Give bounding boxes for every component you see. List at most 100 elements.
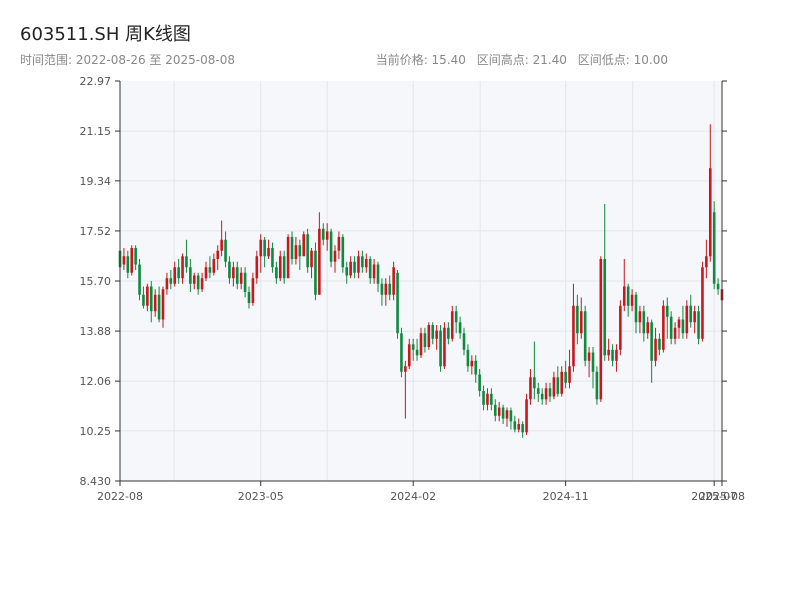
candle-body (677, 319, 681, 328)
candle (251, 272, 255, 306)
candle-body (658, 338, 661, 350)
candle (302, 231, 306, 257)
candle (400, 327, 403, 378)
candle (615, 344, 618, 372)
y-tick-label: 10.25 (80, 425, 112, 438)
candle (200, 272, 204, 293)
candle (392, 261, 395, 301)
candle-body (204, 267, 208, 279)
candle (501, 404, 505, 425)
candle (701, 261, 704, 342)
candle (310, 247, 313, 279)
candle-body (212, 258, 216, 273)
candle (450, 305, 454, 342)
candle (497, 402, 501, 422)
candle (407, 338, 411, 370)
candle (267, 239, 270, 259)
candle (239, 267, 243, 290)
current-price-label: 当前价格: 15.40 (375, 53, 466, 67)
candle-body (642, 311, 646, 334)
candle (212, 253, 216, 276)
candle (560, 366, 564, 397)
candle (677, 316, 681, 339)
candle (368, 256, 372, 284)
candle (482, 385, 485, 411)
candle-body (165, 278, 169, 290)
candle-body (708, 168, 712, 257)
candle-body (329, 231, 333, 262)
candle (204, 261, 208, 281)
candle (232, 261, 235, 287)
candle-body (466, 349, 470, 367)
candle-body (251, 278, 255, 304)
candle (536, 382, 540, 403)
candle-body (216, 250, 220, 259)
candle (658, 333, 661, 356)
candle (529, 369, 532, 405)
candle-body (149, 286, 153, 312)
candle (376, 261, 380, 293)
y-tick-label: 12.06 (80, 375, 112, 388)
candle-body (259, 239, 263, 257)
candle (216, 245, 220, 270)
candle (247, 286, 251, 309)
candle-body (423, 333, 427, 348)
candle-body (310, 250, 313, 268)
candle (517, 418, 521, 433)
candle (419, 327, 423, 359)
candle-body (427, 325, 431, 348)
candle (404, 360, 407, 419)
candle (380, 278, 384, 306)
candle-body (556, 377, 560, 394)
candle (447, 322, 450, 345)
candle (458, 316, 462, 339)
candle (130, 245, 134, 276)
y-tick-label: 17.52 (80, 225, 112, 238)
candle-body (579, 311, 583, 334)
candle (357, 250, 360, 279)
candle-body (126, 256, 130, 273)
candle (595, 366, 599, 405)
candle (505, 407, 509, 427)
candle (169, 269, 173, 290)
candle-body (122, 256, 126, 265)
candle (630, 289, 634, 312)
candle-body (169, 278, 173, 284)
candle-body (364, 258, 368, 268)
candle (396, 269, 399, 339)
candle (626, 283, 630, 317)
candle (548, 382, 552, 403)
candle-body (619, 305, 622, 350)
candle-body (255, 256, 259, 279)
candle (126, 250, 130, 279)
y-tick-label: 22.97 (80, 75, 112, 88)
candle-body (181, 256, 184, 279)
candle-body (161, 289, 165, 320)
candle-body (572, 305, 575, 367)
candle-body (321, 228, 325, 240)
candle (333, 245, 337, 273)
candle-body (474, 360, 478, 375)
candle (353, 256, 356, 279)
candle (603, 203, 607, 361)
candle (689, 294, 693, 328)
candle-body (525, 399, 528, 433)
x-tick-label: 2024-11 (543, 490, 589, 503)
candle (599, 256, 603, 403)
candle-body (396, 272, 399, 334)
candle (146, 283, 149, 312)
candle-body (228, 261, 231, 279)
candle-body (407, 344, 411, 367)
period-high-label: 区间高点: 21.40 (476, 53, 567, 67)
candle-body (716, 283, 720, 290)
candle-body (431, 325, 435, 339)
candle (556, 366, 560, 397)
date-range-label: 时间范围: 2022-08-26 至 2025-08-08 (20, 53, 235, 67)
candle (149, 281, 153, 323)
candle (314, 242, 317, 301)
candle (576, 294, 579, 345)
candle-body (404, 366, 407, 372)
candle-body (486, 393, 489, 405)
candle (607, 338, 610, 361)
candle-body (603, 258, 607, 356)
